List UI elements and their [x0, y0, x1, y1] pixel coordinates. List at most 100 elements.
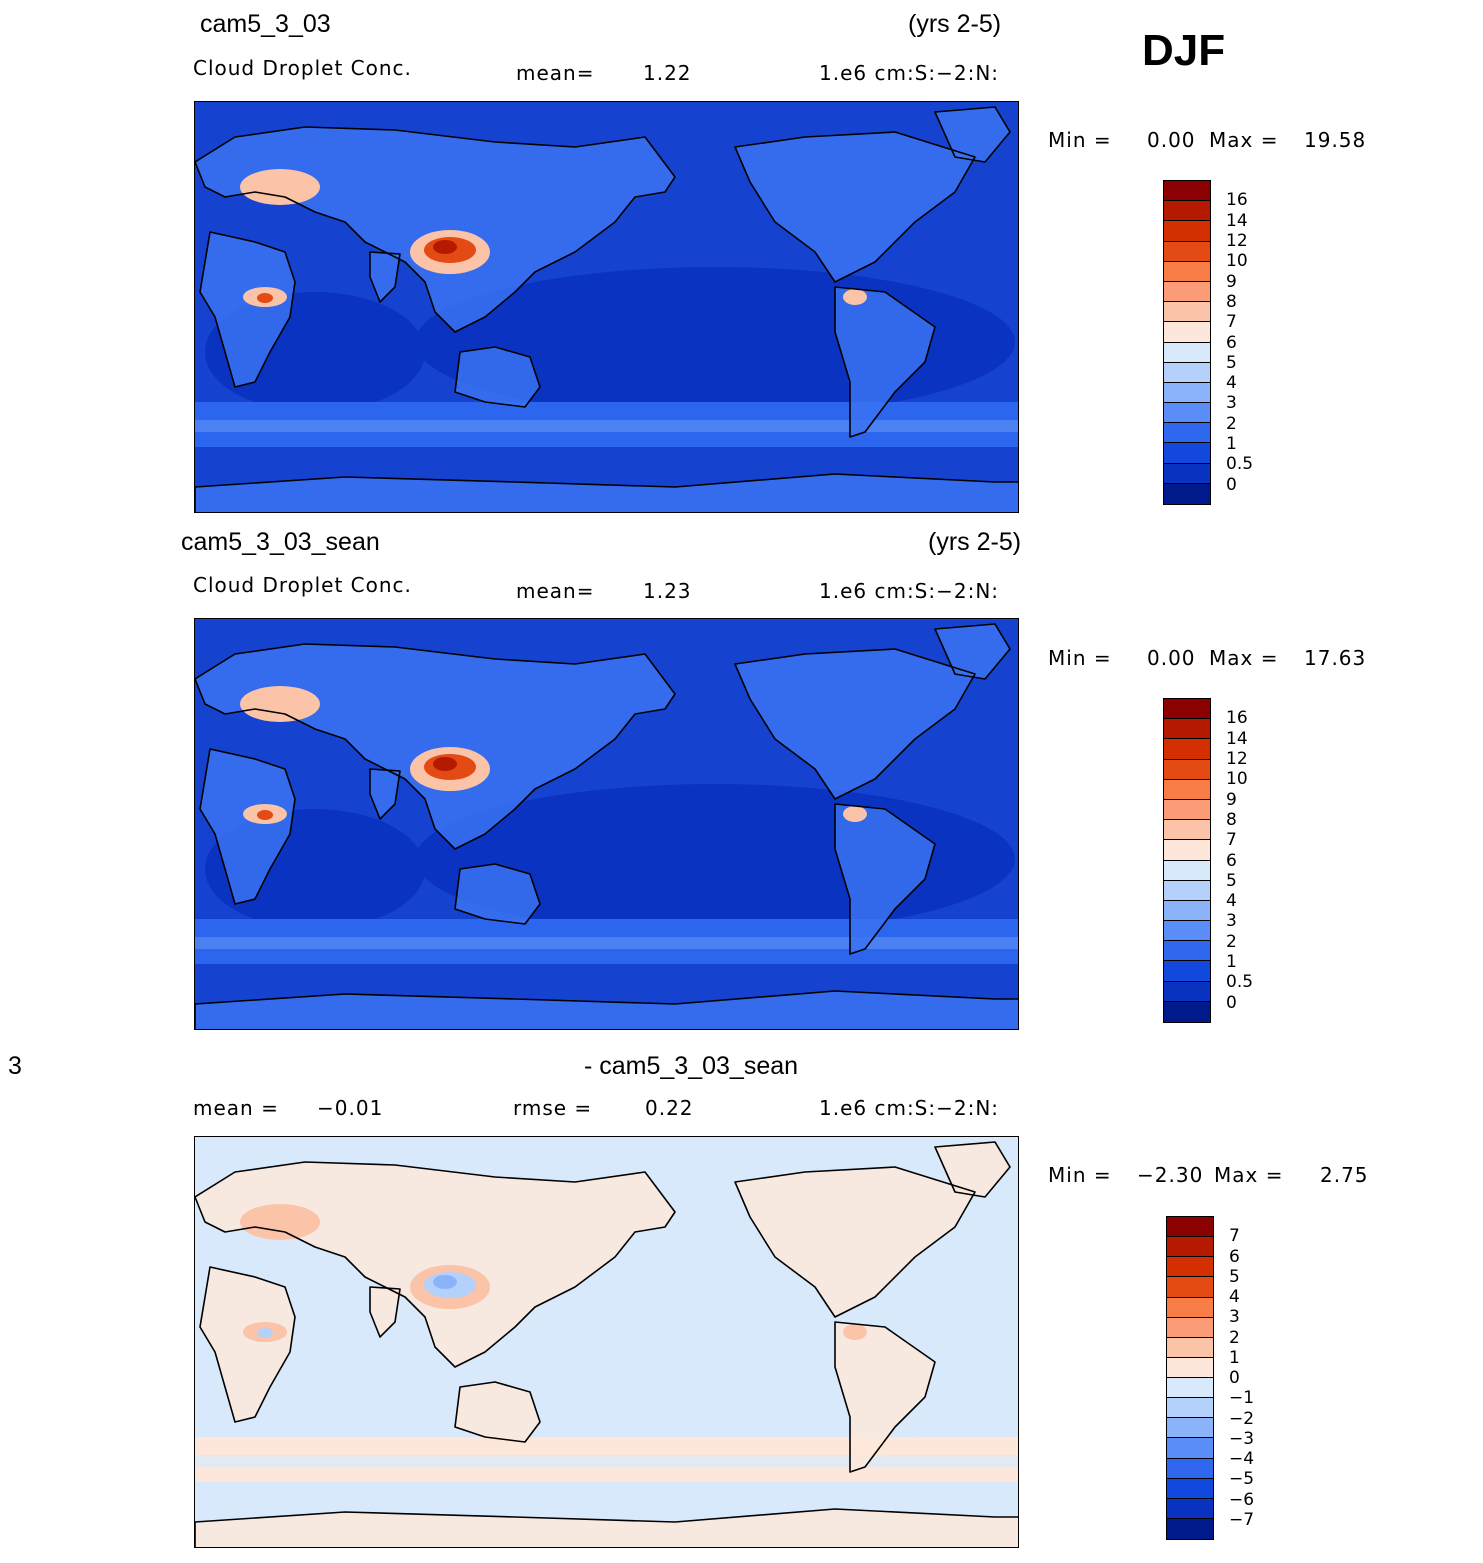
africa-coastline: [199, 231, 296, 388]
field-hotspot: [843, 1324, 867, 1340]
colorbar-swatch: [1164, 840, 1210, 861]
colorbar-tick-label: 1: [1226, 434, 1237, 455]
antarctica-shade: [195, 474, 1018, 512]
colorbar-tick-label: 9: [1226, 271, 1237, 292]
panel2-mean-value: 1.23: [643, 579, 692, 603]
colorbar-swatch: [1164, 281, 1210, 303]
africa-coastline: [199, 1266, 296, 1423]
india-coastline: [369, 251, 401, 303]
panel2-years: (yrs 2-5): [928, 528, 1022, 556]
field-hotspot: [240, 686, 320, 722]
map-field: [195, 619, 1018, 1029]
panel2-max-label: Max =: [1209, 646, 1279, 670]
australia-coastline: [454, 346, 541, 408]
colorbar-swatch: [1167, 1237, 1213, 1258]
colorbar-swatch: [1167, 1438, 1213, 1459]
panel1-colorbar: [1163, 180, 1211, 505]
colorbar-tick-label: 0: [1229, 1368, 1240, 1388]
colorbar-swatch: [1164, 739, 1210, 760]
panel2-map: [194, 618, 1019, 1030]
eurasia-shade: [195, 644, 675, 849]
colorbar-tick-label: 9: [1226, 789, 1237, 810]
field-hotspot: [843, 806, 867, 822]
colorbar-tick-label: −1: [1229, 1388, 1255, 1409]
panel3-min-value: −2.30: [1137, 1163, 1204, 1187]
colorbar-tick-label: 7: [1229, 1226, 1240, 1247]
colorbar-tick-label: 16: [1226, 708, 1248, 729]
antarctica-coastline: [195, 1508, 1018, 1547]
colorbar-swatch: [1164, 322, 1210, 343]
colorbar-swatch: [1167, 1317, 1213, 1338]
colorbar-swatch: [1164, 201, 1210, 222]
colorbar-tick-label: 10: [1226, 251, 1248, 272]
colorbar-tick-label: 1: [1226, 952, 1237, 973]
antarctica-coastline: [195, 473, 1018, 512]
colorbar-swatch: [1164, 820, 1210, 841]
antarctica-coastline: [195, 990, 1018, 1029]
greenland-shade: [935, 107, 1010, 162]
panel3-mean-label: mean =: [193, 1096, 279, 1120]
panel1-case-name: cam5_3_03: [200, 10, 331, 38]
colorbar-tick-label: 8: [1226, 809, 1237, 830]
panel3-colorbar: [1166, 1216, 1214, 1540]
colorbar-tick-label: −2: [1229, 1408, 1255, 1429]
colorbar-tick-label: 1: [1229, 1347, 1240, 1368]
namerica-coastline: [734, 131, 976, 283]
colorbar-swatch: [1164, 921, 1210, 942]
colorbar-tick-label: 5: [1226, 870, 1237, 891]
colorbar-tick-label: 4: [1226, 373, 1237, 394]
colorbar-swatch: [1167, 1357, 1213, 1378]
colorbar-swatch: [1167, 1257, 1213, 1278]
colorbar-swatch: [1164, 719, 1210, 740]
panel3-units: 1.e6 cm:S:−2:N:: [819, 1096, 1000, 1120]
colorbar-swatch: [1164, 342, 1210, 363]
samerica-shade: [835, 287, 935, 437]
colorbar-tick-label: 7: [1226, 312, 1237, 333]
namerica-shade: [735, 649, 975, 799]
greenland-coastline: [934, 1141, 1011, 1198]
colorbar-swatch: [1164, 382, 1210, 404]
samerica-coastline: [834, 286, 936, 438]
australia-shade: [455, 1382, 540, 1442]
colorbar-swatch: [1164, 900, 1210, 922]
namerica-shade: [735, 132, 975, 282]
namerica-shade: [735, 1167, 975, 1317]
panel3-map: [194, 1136, 1019, 1548]
greenland-coastline: [934, 106, 1011, 163]
southern-band-inner: [195, 937, 1018, 949]
panel3-rmse-label: rmse =: [513, 1096, 593, 1120]
panel1-variable: Cloud Droplet Conc.: [193, 56, 412, 80]
colorbar-tick-label: 10: [1226, 769, 1248, 790]
colorbar-tick-label: 7: [1226, 830, 1237, 851]
africa-coastline: [199, 748, 296, 905]
field-hotspot: [257, 1328, 273, 1338]
colorbar-swatch: [1167, 1277, 1213, 1298]
panel1-mean-label: mean=: [516, 61, 595, 85]
colorbar-tick-label: 14: [1226, 210, 1248, 231]
colorbar-tick-label: 0.5: [1226, 454, 1254, 475]
map-field: [195, 1137, 1018, 1547]
samerica-coastline: [834, 1321, 936, 1473]
colorbar-swatch: [1164, 483, 1210, 504]
colorbar-swatch: [1167, 1337, 1213, 1358]
eurasia-shade: [195, 127, 675, 332]
eurasia-coastline: [195, 1161, 676, 1368]
australia-coastline: [454, 1381, 541, 1443]
colorbar-swatch: [1164, 403, 1210, 424]
colorbar-tick-label: 2: [1226, 931, 1237, 952]
colorbar-tick-label: 8: [1226, 291, 1237, 312]
colorbar-tick-label: 5: [1226, 352, 1237, 373]
panel3-max-label: Max =: [1214, 1163, 1284, 1187]
colorbar-tick-label: −3: [1229, 1428, 1255, 1449]
panel2-mean-label: mean=: [516, 579, 595, 603]
panel2-min-value: 0.00: [1147, 646, 1196, 670]
colorbar-swatch: [1167, 1398, 1213, 1419]
colorbar-swatch: [1164, 799, 1210, 821]
eurasia-coastline: [195, 126, 676, 333]
colorbar-tick-label: 6: [1226, 850, 1237, 871]
field-hotspot: [257, 293, 273, 303]
season-title: DJF: [1142, 26, 1226, 75]
colorbar-swatch: [1167, 1518, 1213, 1539]
greenland-shade: [935, 624, 1010, 679]
colorbar-swatch: [1164, 463, 1210, 484]
